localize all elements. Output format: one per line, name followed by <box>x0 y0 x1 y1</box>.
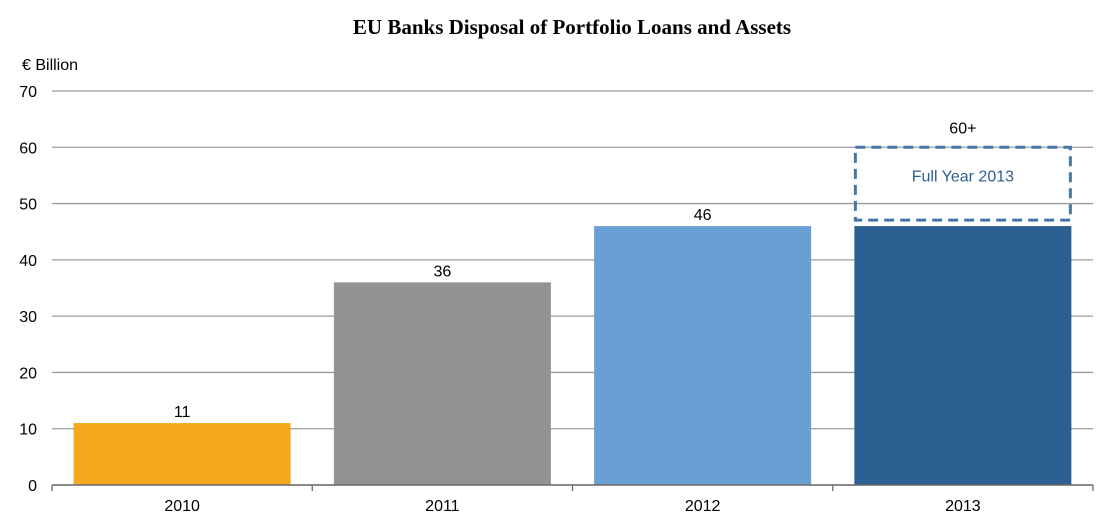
y-tick-label: 30 <box>19 309 37 326</box>
y-axis-ticks: 0 10 20 30 40 50 60 70 <box>19 84 37 495</box>
x-tick-label-2013: 2013 <box>945 498 981 515</box>
y-tick-label: 50 <box>19 197 37 214</box>
projection-annotation: 60+ Full Year 2013 <box>853 120 1072 222</box>
chart-title: EU Banks Disposal of Portfolio Loans and… <box>353 15 791 39</box>
y-tick-label: 60 <box>19 140 37 157</box>
y-axis-label: € Billion <box>22 57 78 74</box>
y-tick-label: 40 <box>19 253 37 270</box>
y-tick-label: 20 <box>19 365 37 382</box>
x-tick-label-2012: 2012 <box>685 498 721 515</box>
bar-2012 <box>594 226 812 486</box>
bar-value-label-2012: 46 <box>694 207 712 224</box>
y-tick-label: 10 <box>19 422 37 439</box>
bar-value-label-2011: 36 <box>433 263 451 280</box>
bar-value-label-2010: 11 <box>174 404 191 421</box>
bar-2010 <box>73 423 291 485</box>
projection-value-label: 60+ <box>949 120 976 137</box>
bar-2011 <box>333 282 551 485</box>
y-tick-label: 0 <box>28 478 37 495</box>
bar-2013 <box>854 226 1072 486</box>
x-tick-label-2011: 2011 <box>425 498 460 515</box>
x-axis: 2010 2011 2012 2013 <box>51 484 1094 515</box>
y-tick-label: 70 <box>19 84 37 101</box>
x-tick-label-2010: 2010 <box>164 498 200 515</box>
projection-text: Full Year 2013 <box>912 169 1014 186</box>
bars: 11 36 46 <box>73 207 1072 486</box>
